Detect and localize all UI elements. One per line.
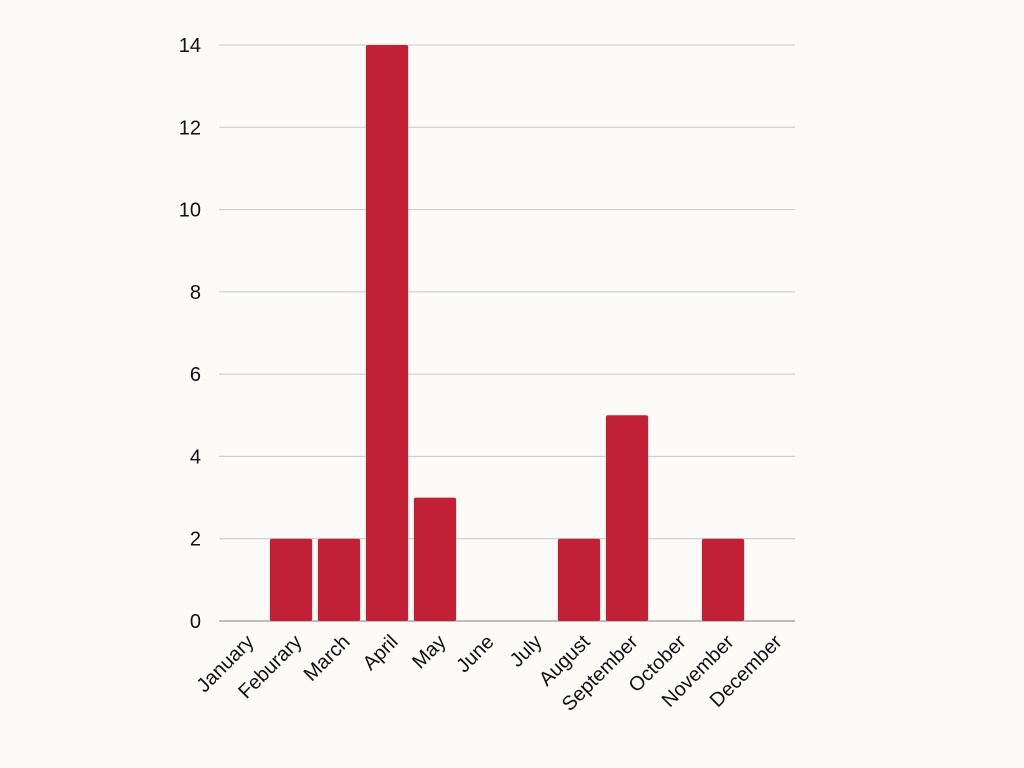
y-tick-label: 6 (190, 364, 201, 386)
bar-april (365, 45, 409, 621)
y-tick-label: 2 (190, 529, 201, 551)
bar-september (605, 415, 649, 621)
bar-august (557, 538, 601, 621)
bar-march (317, 538, 361, 621)
bar-feburary (269, 538, 313, 621)
y-tick-label: 8 (190, 282, 201, 304)
bars (269, 45, 745, 621)
y-tick-label: 10 (179, 200, 201, 222)
gridlines (219, 44, 795, 622)
y-axis-tick-labels: 0 2 4 6 8 10 12 14 (179, 35, 201, 633)
y-tick-label: 0 (190, 611, 201, 633)
bar-november (701, 538, 745, 621)
y-tick-label: 12 (179, 117, 201, 139)
y-tick-label: 14 (179, 35, 201, 57)
y-tick-label: 4 (190, 446, 201, 468)
bar-may (413, 497, 457, 621)
